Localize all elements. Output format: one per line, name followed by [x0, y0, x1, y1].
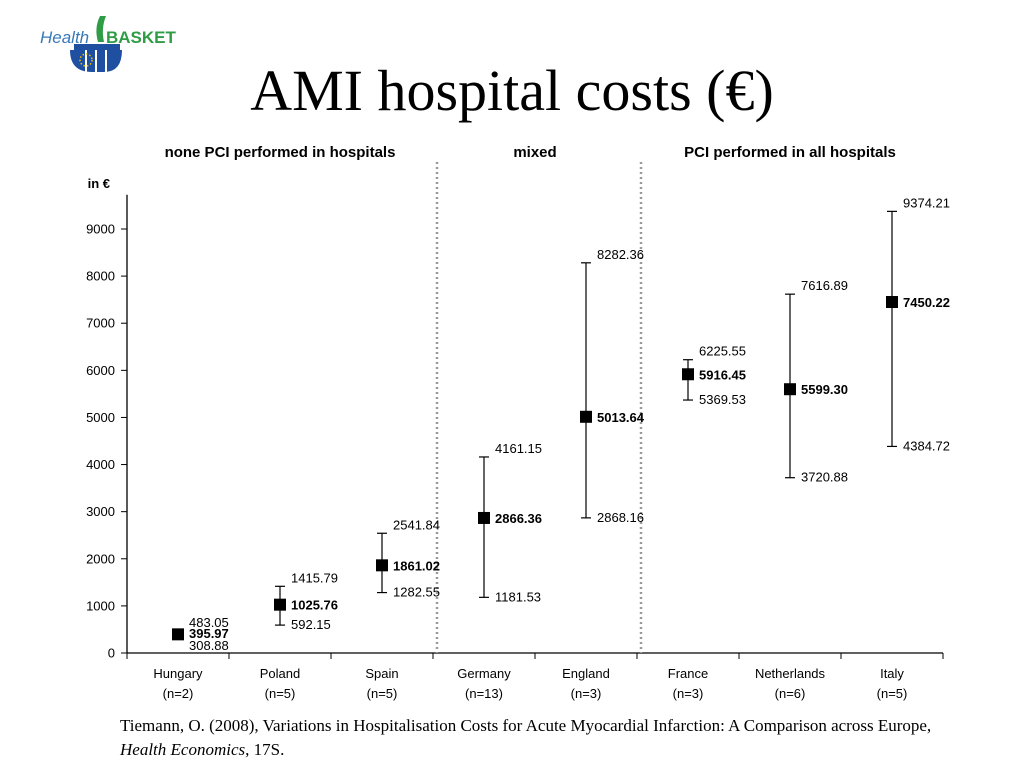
y-tick-label: 8000: [86, 269, 115, 284]
logo-swoosh-icon: [96, 16, 106, 42]
x-tick-label: Italy: [880, 666, 904, 681]
mean-value-label: 7450.22: [903, 295, 950, 310]
y-tick-label: 9000: [86, 222, 115, 237]
x-sample-size-label: (n=2): [163, 686, 194, 701]
group-heading: mixed: [513, 144, 556, 161]
slide-title: AMI hospital costs (€): [250, 58, 774, 123]
mean-value-label: 1025.76: [291, 598, 338, 613]
upper-value-label: 9374.21: [903, 195, 950, 210]
logo-basket-text: BASKET: [106, 28, 177, 47]
y-tick-label: 1000: [86, 598, 115, 613]
mean-value-label: 5013.64: [597, 410, 645, 425]
x-tick-label: France: [668, 666, 708, 681]
group-heading: PCI performed in all hospitals: [684, 144, 896, 161]
logo-health-text: Health: [40, 28, 89, 47]
upper-value-label: 483.05: [189, 615, 229, 630]
logo-basket-icon: [70, 44, 122, 72]
mean-marker: [580, 410, 592, 423]
lower-value-label: 4384.72: [903, 438, 950, 453]
lower-value-label: 1181.53: [495, 589, 541, 604]
y-tick-label: 2000: [86, 551, 115, 566]
citation: Tiemann, O. (2008), Variations in Hospit…: [120, 714, 980, 762]
mean-marker: [682, 368, 694, 381]
x-tick-label: Spain: [365, 666, 398, 681]
x-sample-size-label: (n=5): [877, 686, 908, 701]
lower-value-label: 592.15: [291, 617, 331, 632]
mean-value-label: 1861.02: [393, 558, 440, 573]
mean-value-label: 5916.45: [699, 367, 746, 382]
healthbasket-logo: Health BASKET: [40, 16, 177, 72]
x-sample-size-label: (n=5): [265, 686, 296, 701]
mean-marker: [172, 628, 184, 641]
upper-value-label: 4161.15: [495, 441, 542, 456]
x-sample-size-label: (n=3): [673, 686, 704, 701]
x-sample-size-label: (n=5): [367, 686, 398, 701]
mean-marker: [376, 559, 388, 572]
upper-value-label: 8282.36: [597, 247, 644, 262]
lower-value-label: 1282.55: [393, 585, 440, 600]
y-tick-label: 4000: [86, 457, 115, 472]
mean-marker: [886, 296, 898, 309]
lower-value-label: 308.88: [189, 638, 229, 653]
mean-value-label: 395.97: [189, 626, 229, 641]
group-heading: none PCI performed in hospitals: [165, 144, 396, 161]
y-tick-label: 6000: [86, 363, 115, 378]
x-tick-label: Hungary: [153, 666, 203, 681]
x-sample-size-label: (n=6): [775, 686, 806, 701]
x-tick-label: Germany: [457, 666, 511, 681]
y-tick-label: 5000: [86, 410, 115, 425]
upper-value-label: 1415.79: [291, 570, 338, 585]
mean-marker: [784, 383, 796, 396]
citation-authors: Tiemann, O. (2008), Variations in Hospit…: [120, 716, 932, 735]
citation-journal: Health Economics: [120, 740, 246, 759]
lower-value-label: 2868.16: [597, 510, 644, 525]
x-tick-label: Poland: [260, 666, 300, 681]
lower-value-label: 5369.53: [699, 392, 746, 407]
mean-value-label: 2866.36: [495, 511, 542, 526]
mean-value-label: 5599.30: [801, 382, 848, 397]
upper-value-label: 2541.84: [393, 517, 440, 532]
upper-value-label: 7616.89: [801, 278, 848, 293]
y-tick-label: 3000: [86, 504, 115, 519]
y-axis-title: in €: [88, 176, 110, 191]
x-sample-size-label: (n=3): [571, 686, 602, 701]
upper-value-label: 6225.55: [699, 344, 746, 359]
mean-marker: [478, 511, 490, 524]
lower-value-label: 3720.88: [801, 470, 848, 485]
citation-volume: , 17S.: [245, 740, 285, 759]
y-tick-label: 0: [108, 646, 115, 661]
x-sample-size-label: (n=13): [465, 686, 503, 701]
mean-marker: [274, 598, 286, 611]
x-tick-label: Netherlands: [755, 666, 826, 681]
y-tick-label: 7000: [86, 316, 115, 331]
x-tick-label: England: [562, 666, 610, 681]
